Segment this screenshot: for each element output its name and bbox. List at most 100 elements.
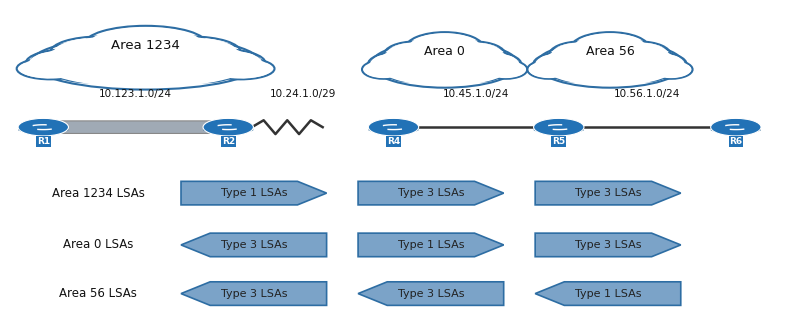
- Ellipse shape: [416, 67, 449, 81]
- Ellipse shape: [651, 61, 691, 78]
- Polygon shape: [358, 181, 504, 205]
- Ellipse shape: [18, 126, 68, 133]
- Ellipse shape: [389, 65, 426, 81]
- Ellipse shape: [203, 126, 253, 133]
- Ellipse shape: [88, 27, 203, 62]
- Ellipse shape: [57, 63, 118, 82]
- Ellipse shape: [31, 36, 260, 89]
- Ellipse shape: [553, 64, 592, 81]
- Ellipse shape: [368, 126, 419, 133]
- Ellipse shape: [442, 41, 505, 68]
- Text: R2: R2: [222, 137, 235, 146]
- Ellipse shape: [142, 36, 241, 68]
- Ellipse shape: [628, 64, 667, 81]
- Text: Area 56: Area 56: [586, 45, 634, 58]
- Ellipse shape: [384, 41, 447, 68]
- Ellipse shape: [582, 67, 615, 81]
- Text: Area 0: Area 0: [424, 45, 465, 58]
- Ellipse shape: [574, 33, 647, 63]
- Ellipse shape: [440, 67, 473, 81]
- Text: Type 3 LSAs: Type 3 LSAs: [397, 188, 464, 198]
- Ellipse shape: [551, 42, 610, 68]
- Text: Type 3 LSAs: Type 3 LSAs: [575, 240, 641, 250]
- Polygon shape: [181, 181, 327, 205]
- Ellipse shape: [604, 66, 639, 81]
- Ellipse shape: [146, 38, 238, 67]
- Ellipse shape: [608, 41, 671, 68]
- Polygon shape: [535, 181, 681, 205]
- Ellipse shape: [26, 49, 112, 76]
- Ellipse shape: [711, 118, 761, 136]
- Ellipse shape: [84, 26, 207, 63]
- Ellipse shape: [711, 126, 761, 133]
- Ellipse shape: [529, 61, 569, 78]
- Ellipse shape: [368, 118, 419, 136]
- Ellipse shape: [549, 41, 612, 68]
- Ellipse shape: [445, 42, 504, 68]
- Ellipse shape: [376, 43, 513, 86]
- Ellipse shape: [649, 60, 693, 79]
- Text: Area 1234: Area 1234: [111, 39, 180, 52]
- Text: R5: R5: [552, 137, 565, 146]
- Ellipse shape: [19, 59, 82, 78]
- Ellipse shape: [463, 64, 502, 81]
- Text: R6: R6: [730, 137, 742, 146]
- Text: 10.56.1.0/24: 10.56.1.0/24: [614, 89, 680, 99]
- Ellipse shape: [464, 65, 501, 81]
- Ellipse shape: [466, 52, 521, 76]
- Text: 10.123.1.0/24: 10.123.1.0/24: [99, 89, 172, 99]
- Polygon shape: [358, 233, 504, 257]
- Text: Type 3 LSAs: Type 3 LSAs: [397, 289, 464, 299]
- Ellipse shape: [207, 58, 275, 79]
- Ellipse shape: [535, 53, 586, 75]
- Text: Area 0 LSAs: Area 0 LSAs: [63, 238, 134, 252]
- Polygon shape: [535, 282, 681, 305]
- Ellipse shape: [405, 32, 484, 64]
- Ellipse shape: [534, 52, 589, 76]
- Text: Type 1 LSAs: Type 1 LSAs: [575, 289, 641, 299]
- Ellipse shape: [102, 65, 153, 82]
- Ellipse shape: [632, 52, 686, 76]
- Ellipse shape: [370, 53, 421, 75]
- Text: Area 1234 LSAs: Area 1234 LSAs: [52, 187, 145, 200]
- Ellipse shape: [17, 58, 84, 79]
- Ellipse shape: [571, 32, 649, 64]
- Text: R4: R4: [387, 137, 400, 146]
- Ellipse shape: [468, 53, 519, 75]
- Ellipse shape: [136, 65, 192, 82]
- Text: 10.24.1.0/29: 10.24.1.0/29: [270, 89, 336, 99]
- Text: 10.45.1.0/24: 10.45.1.0/24: [443, 89, 509, 99]
- Ellipse shape: [371, 41, 519, 88]
- Text: Area 56 LSAs: Area 56 LSAs: [60, 287, 137, 300]
- FancyBboxPatch shape: [55, 121, 223, 133]
- Ellipse shape: [362, 60, 405, 79]
- Ellipse shape: [176, 63, 232, 82]
- Ellipse shape: [439, 66, 474, 81]
- Ellipse shape: [203, 118, 253, 136]
- Ellipse shape: [605, 67, 638, 81]
- Ellipse shape: [581, 66, 615, 81]
- Ellipse shape: [364, 61, 404, 78]
- Ellipse shape: [534, 118, 584, 136]
- Ellipse shape: [387, 64, 427, 81]
- Ellipse shape: [484, 60, 527, 79]
- Ellipse shape: [54, 38, 146, 67]
- Text: Type 3 LSAs: Type 3 LSAs: [220, 240, 287, 250]
- Ellipse shape: [18, 118, 68, 136]
- Ellipse shape: [610, 42, 669, 68]
- Ellipse shape: [59, 63, 116, 82]
- Polygon shape: [535, 233, 681, 257]
- Text: Type 3 LSAs: Type 3 LSAs: [575, 188, 641, 198]
- Polygon shape: [181, 233, 327, 257]
- Ellipse shape: [527, 60, 571, 79]
- Ellipse shape: [408, 33, 482, 63]
- Text: Type 1 LSAs: Type 1 LSAs: [397, 240, 464, 250]
- Ellipse shape: [29, 50, 109, 75]
- Polygon shape: [358, 282, 504, 305]
- Ellipse shape: [179, 49, 265, 76]
- Text: Type 1 LSAs: Type 1 LSAs: [220, 188, 287, 198]
- Ellipse shape: [534, 126, 584, 133]
- Ellipse shape: [99, 65, 155, 82]
- Ellipse shape: [634, 53, 685, 75]
- Ellipse shape: [554, 65, 591, 81]
